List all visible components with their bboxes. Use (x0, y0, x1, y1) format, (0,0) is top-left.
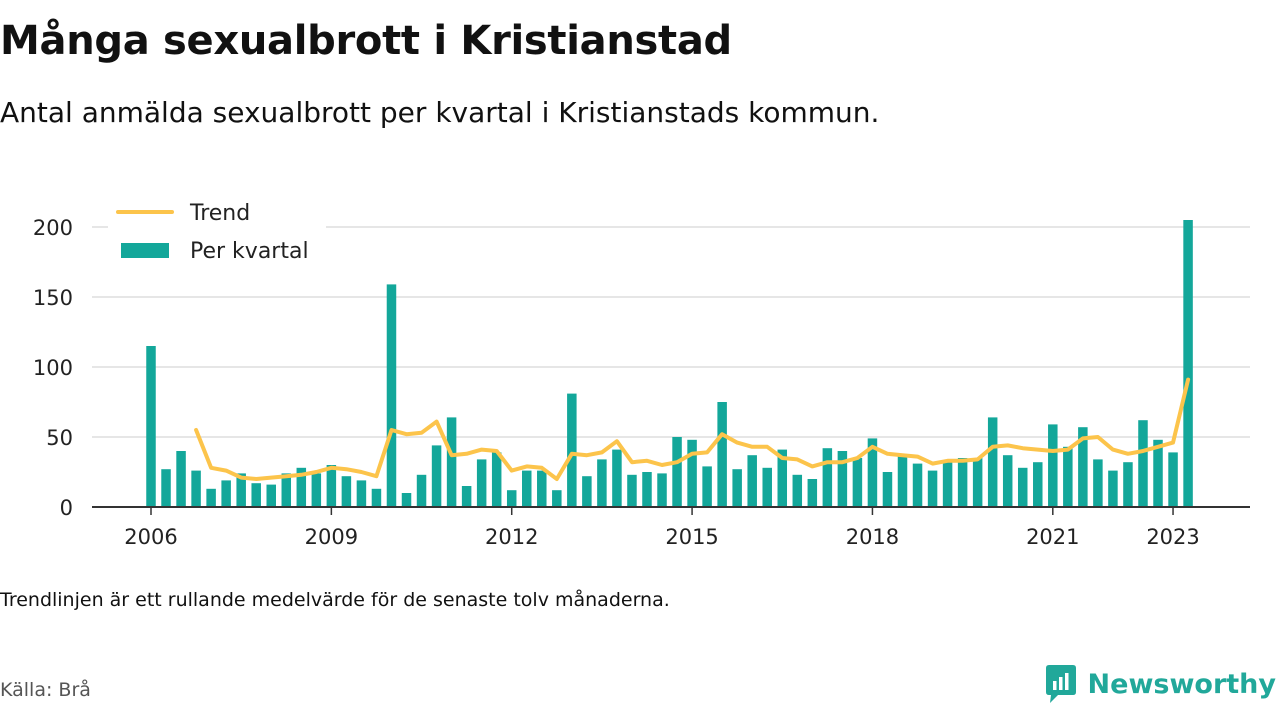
x-tick-label: 2012 (485, 525, 538, 549)
bar (221, 480, 231, 507)
y-tick-label: 0 (60, 496, 73, 520)
bar (1063, 446, 1073, 507)
newsworthy-logo-icon (1045, 665, 1076, 703)
y-tick-label: 150 (33, 286, 73, 310)
bar (552, 490, 562, 507)
bar (987, 417, 998, 507)
bar (1048, 424, 1058, 507)
trend-series (194, 377, 1191, 481)
bar (416, 474, 427, 507)
bar (732, 469, 742, 507)
bar (326, 465, 337, 507)
legend-bars-swatch (121, 243, 169, 258)
chart-title: Många sexualbrott i Kristianstad (0, 18, 732, 64)
bar (1002, 455, 1013, 507)
bar (491, 452, 502, 507)
bar-series (146, 220, 1193, 507)
bar (161, 469, 171, 507)
bar (837, 451, 848, 507)
x-tick-label: 2018 (846, 525, 899, 549)
bar (431, 445, 442, 507)
bar (281, 473, 292, 507)
x-tick-label: 2006 (124, 525, 177, 549)
bar (146, 346, 156, 507)
brand-name: Newsworthy (1087, 668, 1276, 700)
x-tick-label: 2015 (665, 525, 718, 549)
legend-trend-label: Trend (189, 201, 250, 226)
bar (296, 467, 307, 507)
bar (311, 473, 322, 507)
bar (1168, 452, 1178, 507)
x-tick-label: 2009 (305, 525, 358, 549)
bar (672, 437, 682, 507)
bar (522, 470, 532, 507)
axes: 0 50 100 150 200 2006 2009 2012 2015 2018 2021 2023 (33, 216, 1250, 549)
bar (702, 466, 712, 507)
bar (1078, 427, 1088, 507)
bar (957, 458, 968, 507)
bar (657, 473, 667, 507)
bar (942, 462, 953, 507)
bar (176, 451, 186, 507)
trend-line (194, 377, 1191, 481)
bar (386, 284, 397, 507)
bar (687, 439, 697, 507)
bar (882, 472, 893, 507)
bar (642, 472, 652, 507)
y-tick-label: 100 (33, 356, 73, 380)
bar (717, 402, 727, 507)
bar (1138, 420, 1148, 507)
bar (1108, 470, 1118, 507)
bar (1123, 462, 1133, 507)
legend-bars-label: Per kvartal (190, 239, 309, 264)
bar (912, 463, 923, 507)
bar (627, 474, 637, 507)
bar (461, 486, 472, 507)
bar (191, 470, 201, 507)
bar (401, 493, 412, 507)
bar (972, 458, 983, 507)
bar (597, 459, 607, 507)
x-tick-label: 2021 (1026, 525, 1079, 549)
bar (927, 470, 938, 507)
bar (506, 490, 517, 507)
bar (612, 449, 622, 507)
bar (371, 488, 382, 507)
y-tick-label: 50 (46, 426, 73, 450)
source-label: Källa: Brå (0, 679, 91, 701)
bar (792, 474, 803, 507)
bar (236, 473, 246, 507)
bar (266, 484, 276, 507)
chart-note: Trendlinjen är ett rullande medelvärde f… (0, 589, 670, 611)
bar (1017, 467, 1028, 507)
legend: Trend Per kvartal (108, 195, 326, 270)
bar (777, 449, 788, 507)
bar (897, 455, 908, 507)
bar (852, 458, 863, 507)
bar (807, 479, 818, 507)
bar (867, 438, 878, 507)
bar (1093, 459, 1103, 507)
bar (762, 467, 772, 507)
bar (537, 470, 547, 507)
bar (476, 459, 487, 507)
bar (206, 488, 216, 507)
bar (341, 476, 352, 507)
newsworthy-brand[interactable]: Newsworthy (1044, 664, 1276, 704)
bar (567, 393, 577, 507)
bar (356, 480, 367, 507)
bar (747, 455, 757, 507)
bar-line-chart: 0 50 100 150 200 2006 2009 2012 2015 2018 2021 2023… (33, 195, 1250, 549)
y-tick-label: 200 (33, 216, 73, 240)
bar (446, 417, 457, 507)
bar (251, 483, 261, 507)
bar (822, 448, 833, 507)
bar (582, 476, 592, 507)
bar (1033, 462, 1043, 507)
bar (1183, 220, 1193, 507)
bar (1153, 439, 1163, 507)
x-tick-label: 2023 (1146, 525, 1199, 549)
chart-subtitle: Antal anmälda sexualbrott per kvartal i … (0, 96, 880, 129)
